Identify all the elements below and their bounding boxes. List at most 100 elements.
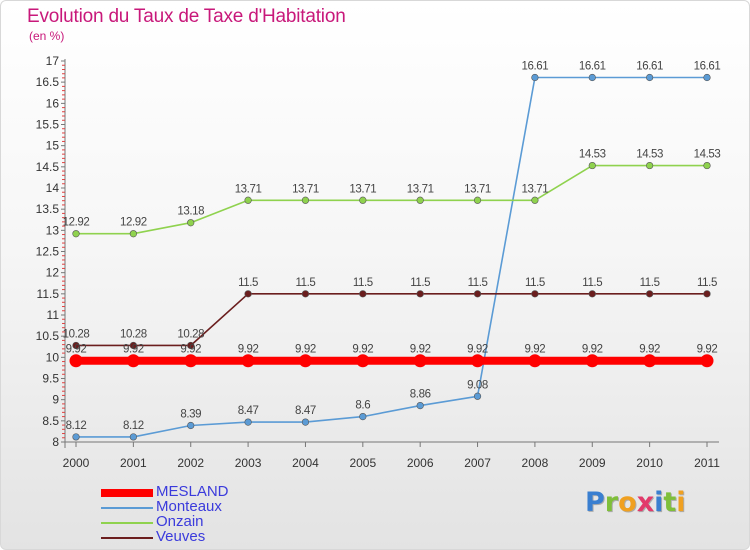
- data-point-mesland: [126, 354, 140, 368]
- data-label-mesland: 9.92: [697, 344, 718, 356]
- y-tick-label: 8: [52, 435, 59, 449]
- data-point-mesland: [413, 354, 427, 368]
- x-tick-label: 2010: [636, 456, 663, 470]
- logo-letter: i: [676, 487, 686, 518]
- data-label-veuves: 11.5: [410, 277, 430, 289]
- data-label-veuves: 11.5: [468, 277, 488, 289]
- legend-swatch: [101, 537, 153, 539]
- x-tick-label: 2003: [235, 456, 262, 470]
- data-point-onzain: [187, 219, 195, 227]
- y-tick-label: 10: [46, 350, 60, 364]
- data-point-veuves: [531, 290, 539, 298]
- x-tick-label: 2008: [522, 456, 549, 470]
- y-tick-label: 9: [52, 393, 59, 407]
- data-point-onzain: [244, 196, 252, 204]
- data-label-onzain: 13.71: [292, 183, 319, 195]
- data-label-veuves: 11.5: [295, 277, 315, 289]
- x-tick-label: 2007: [464, 456, 491, 470]
- data-label-mesland: 9.92: [410, 344, 431, 356]
- y-tick-label: 8.5: [42, 414, 59, 428]
- data-label-mesland: 9.92: [66, 344, 87, 356]
- data-label-mesland: 9.92: [295, 344, 316, 356]
- legend-swatch: [101, 522, 153, 524]
- legend-label: Onzain: [156, 513, 204, 530]
- data-point-veuves: [72, 341, 80, 350]
- data-label-onzain: 12.92: [120, 217, 147, 229]
- data-point-onzain: [473, 196, 482, 204]
- data-label-monteaux: 8.6: [355, 400, 370, 412]
- data-label-onzain: 13.18: [177, 206, 204, 218]
- data-point-mesland: [643, 354, 657, 368]
- data-label-onzain: 13.71: [349, 183, 376, 195]
- series-line-veuves: [76, 293, 707, 347]
- y-tick-label: 15: [46, 139, 60, 153]
- legend-swatch: [101, 489, 153, 497]
- data-point-monteaux: [359, 413, 367, 421]
- data-label-veuves: 11.5: [640, 277, 660, 289]
- data-point-monteaux: [416, 401, 424, 410]
- data-label-monteaux: 8.86: [410, 389, 431, 401]
- x-tick-label: 2011: [694, 456, 720, 470]
- y-tick-label: 13: [46, 223, 60, 237]
- data-point-onzain: [531, 196, 539, 204]
- data-point-veuves: [646, 290, 654, 298]
- data-label-monteaux: 8.47: [238, 405, 259, 417]
- y-tick-label: 12.5: [36, 245, 60, 259]
- y-tick-label: 11: [47, 308, 60, 322]
- chart-title: Evolution du Taux de Taxe d'Habitation: [27, 6, 346, 27]
- data-point-monteaux: [473, 392, 482, 400]
- x-tick-label: 2009: [579, 456, 606, 470]
- data-point-mesland: [471, 354, 485, 368]
- data-point-monteaux: [646, 73, 654, 82]
- data-label-monteaux: 8.47: [295, 405, 316, 417]
- x-tick-label: 2005: [349, 456, 376, 470]
- data-label-veuves: 11.5: [238, 277, 258, 289]
- data-label-onzain: 13.71: [235, 183, 262, 195]
- data-label-onzain: 14.53: [694, 149, 721, 161]
- data-label-veuves: 10.28: [177, 328, 204, 340]
- data-label-mesland: 9.92: [467, 344, 488, 356]
- data-label-monteaux: 16.61: [522, 61, 549, 73]
- logo-letter: x: [636, 487, 655, 518]
- data-label-onzain: 14.53: [579, 149, 606, 161]
- y-tick-label: 9.5: [42, 372, 59, 386]
- y-tick-label: 13.5: [36, 202, 60, 216]
- data-point-veuves: [473, 290, 482, 298]
- axes: 8 8.5 9 9.5 10 10.5 11 11.5 12 12.5 13 13.5 14 14.5 15…: [36, 54, 721, 470]
- logo-letter: r: [604, 487, 619, 518]
- data-point-monteaux: [588, 73, 596, 82]
- data-label-monteaux: 8.12: [123, 420, 144, 432]
- data-point-veuves: [244, 290, 252, 298]
- x-tick-label: 2002: [177, 456, 204, 470]
- proxiti-logo: Proxiti: [585, 487, 686, 518]
- data-point-monteaux: [531, 73, 539, 82]
- data-point-monteaux: [187, 421, 195, 430]
- y-tick-label: 10.5: [36, 329, 60, 343]
- data-label-monteaux: 9.08: [467, 379, 488, 391]
- data-label-veuves: 10.28: [120, 328, 147, 340]
- data-label-veuves: 11.5: [697, 277, 717, 289]
- data-point-veuves: [588, 290, 596, 298]
- data-point-onzain: [72, 230, 80, 238]
- y-tick-label: 15.5: [36, 118, 60, 132]
- data-label-monteaux: 16.61: [636, 61, 663, 73]
- data-point-mesland: [356, 354, 370, 368]
- x-tick-label: 2006: [407, 456, 434, 470]
- data-point-mesland: [298, 354, 312, 368]
- logo-letter: o: [618, 487, 637, 518]
- legend-label: MESLAND: [156, 483, 229, 500]
- data-point-veuves: [359, 290, 367, 298]
- legend-swatch: [101, 507, 153, 509]
- data-label-mesland: 9.92: [525, 344, 546, 356]
- data-label-monteaux: 16.61: [694, 61, 721, 73]
- y-tick-label: 11.5: [37, 287, 60, 301]
- data-point-monteaux: [703, 73, 711, 82]
- data-label-onzain: 13.71: [407, 183, 434, 195]
- data-point-veuves: [301, 290, 310, 298]
- data-label-veuves: 11.5: [582, 277, 602, 289]
- data-label-onzain: 13.71: [464, 183, 491, 195]
- y-tick-label: 16: [46, 96, 60, 110]
- data-label-onzain: 12.92: [63, 217, 90, 229]
- data-label-veuves: 10.28: [63, 328, 90, 340]
